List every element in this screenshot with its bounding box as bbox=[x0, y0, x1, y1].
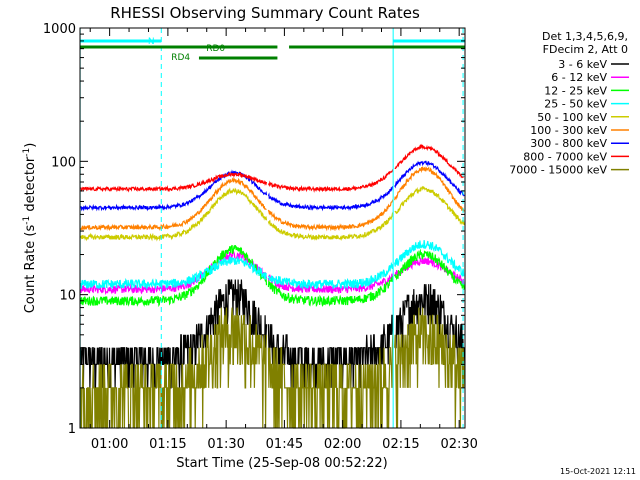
y-axis-label-sup-1: -1 bbox=[22, 216, 32, 225]
y-axis-label-part-1: Count Rate (s bbox=[23, 225, 38, 314]
y-axis-label-part-3: ) bbox=[23, 143, 38, 148]
y-axis-label-part-2: detector bbox=[23, 156, 38, 216]
y-tick-label: 100 bbox=[51, 155, 76, 170]
series-line-100-300-kev bbox=[80, 165, 465, 232]
x-tick-label: 01:15 bbox=[149, 437, 186, 452]
legend-entry-label: 3 - 6 keV bbox=[558, 58, 607, 71]
x-tick-label: 02:00 bbox=[324, 437, 361, 452]
flag-label-rd4: RD4 bbox=[171, 53, 190, 63]
x-tick-label: 02:15 bbox=[382, 437, 419, 452]
y-axis-label-sup-2: -1 bbox=[22, 148, 32, 157]
legend-entry-label: 7000 - 15000 keV bbox=[509, 164, 607, 177]
y-axis: 1 10 100 1000 bbox=[43, 22, 465, 437]
legend-entry-label: 12 - 25 keV bbox=[544, 84, 607, 97]
chart-title: RHESSI Observing Summary Count Rates bbox=[110, 4, 420, 22]
plot-frame bbox=[79, 27, 466, 429]
series-line-3-6-kev bbox=[80, 279, 465, 389]
generated-timestamp: 15-Oct-2021 12:11 bbox=[560, 467, 636, 476]
legend-entry-label: 25 - 50 keV bbox=[544, 98, 607, 111]
x-tick-label: 02:30 bbox=[440, 437, 477, 452]
x-axis: 01:00 01:15 01:30 01:45 02:00 02:15 02:30 bbox=[89, 28, 478, 452]
series-line-7000-15000-kev bbox=[80, 307, 465, 429]
series-line-50-100-kev bbox=[80, 185, 465, 242]
legend-header-detectors: Det 1,3,4,5,6,9, bbox=[542, 30, 628, 43]
legend-entry-label: 100 - 300 keV bbox=[530, 124, 607, 137]
flag-label-n: N bbox=[148, 37, 155, 47]
legend-entry-label: 6 - 12 keV bbox=[551, 71, 607, 84]
flag-label-rd0: RD0 bbox=[206, 44, 225, 54]
legend: Det 1,3,4,5,6,9, FDecim 2, Att 0 3 - 6 k… bbox=[509, 30, 629, 177]
y-tick-label: 1000 bbox=[43, 22, 76, 37]
y-tick-label: 1 bbox=[68, 422, 76, 437]
legend-entry-label: 300 - 800 keV bbox=[530, 137, 607, 150]
series-line-800-7000-kev bbox=[80, 143, 465, 193]
y-axis-label: Count Rate (s-1 detector-1) bbox=[22, 143, 38, 314]
x-axis-label: Start Time (25-Sep-08 00:52:22) bbox=[176, 456, 387, 471]
series-line-12-25-kev bbox=[80, 244, 465, 308]
legend-entry-label: 800 - 7000 keV bbox=[523, 150, 607, 163]
x-tick-label: 01:30 bbox=[207, 437, 244, 452]
y-tick-label: 10 bbox=[59, 289, 76, 304]
series-line-25-50-kev bbox=[80, 240, 465, 290]
x-tick-label: 01:45 bbox=[266, 437, 303, 452]
legend-header-decimation: FDecim 2, Att 0 bbox=[543, 43, 628, 56]
legend-entry-label: 50 - 100 keV bbox=[537, 111, 607, 124]
x-tick-label: 01:00 bbox=[91, 437, 128, 452]
